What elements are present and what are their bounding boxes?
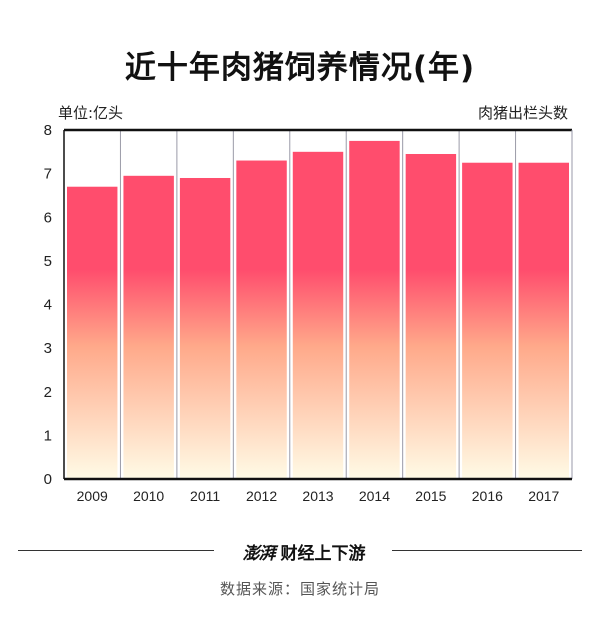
x-tick-label: 2012 <box>246 488 277 504</box>
x-tick-label: 2009 <box>77 488 108 504</box>
x-tick-label: 2015 <box>415 488 446 504</box>
brand-footer: 澎湃 财经上下游 <box>0 536 600 566</box>
brand-logo: 澎湃 财经上下游 <box>220 536 388 566</box>
unit-label: 单位:亿头 <box>58 104 124 122</box>
series-label: 肉猪出栏头数 <box>477 104 568 122</box>
bar-2011 <box>179 177 231 480</box>
bar-2012 <box>236 160 287 479</box>
y-tick-label: 0 <box>44 471 52 488</box>
footer-divider-right <box>392 550 582 551</box>
y-tick-label: 1 <box>44 427 52 444</box>
bar-chart: 0 1 2 3 4 5 6 7 8 2009 2010 2011 2012 2013 2014 2015 20… <box>44 122 573 504</box>
bar-2013 <box>292 151 344 479</box>
x-tick-label: 2013 <box>302 488 333 504</box>
x-tick-label: 2014 <box>359 488 390 504</box>
x-tick-label: 2011 <box>190 488 220 504</box>
bar-2009 <box>67 186 118 479</box>
thepaper-logo: 澎湃 <box>242 543 276 564</box>
y-tick-label: 2 <box>44 384 52 401</box>
x-tick-label: 2017 <box>528 488 559 504</box>
y-tick-label: 3 <box>44 340 52 357</box>
chart-title: 近十年肉猪饲养情况(年) <box>124 50 476 86</box>
x-tick-label: 2016 <box>472 488 503 504</box>
bar-2016 <box>462 162 513 479</box>
bar-2017 <box>518 162 569 479</box>
y-tick-label: 5 <box>44 253 52 270</box>
bar-2014 <box>349 140 400 479</box>
y-tick-label: 7 <box>44 166 52 183</box>
y-tick-label: 4 <box>44 297 52 314</box>
bar-2010 <box>123 175 174 479</box>
y-tick-label: 6 <box>44 209 52 226</box>
y-tick-label: 8 <box>44 122 52 139</box>
x-tick-label: 2010 <box>133 488 164 504</box>
bar-2015 <box>405 153 457 479</box>
footer-divider-left <box>18 550 214 551</box>
brand-name: 财经上下游 <box>280 543 366 564</box>
data-source: 数据来源：国家统计局 <box>219 580 380 598</box>
